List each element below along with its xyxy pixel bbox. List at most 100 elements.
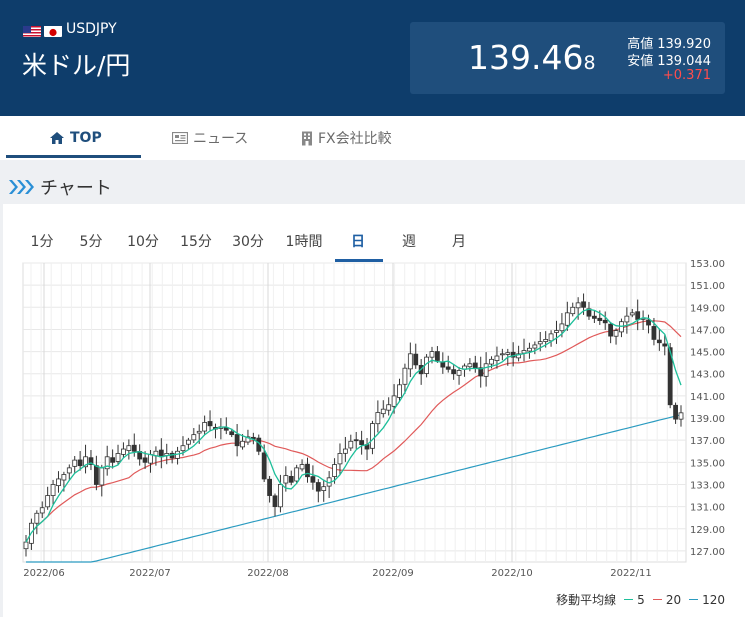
candle-body — [50, 484, 56, 496]
y-tick-label: 145.00 — [690, 348, 725, 359]
candle-body — [445, 366, 451, 370]
candle-body — [678, 412, 684, 420]
period-button-0[interactable]: 1分 — [30, 234, 54, 250]
nav-tabs: TOP ニュース FX会社比較 — [0, 116, 745, 160]
candle-body — [375, 412, 381, 425]
tab-fx-compare[interactable]: FX会社比較 — [301, 116, 392, 160]
period-button-4[interactable]: 30分 — [232, 234, 264, 250]
high-label: 高値 — [627, 37, 654, 52]
candle-body — [93, 465, 99, 485]
candle-body — [104, 456, 110, 470]
candle-body — [527, 347, 532, 352]
candle-body — [61, 474, 67, 481]
ma5-line — [25, 308, 682, 543]
tab-news-label: ニュース — [193, 131, 249, 147]
candle-body — [158, 449, 164, 458]
candle-body — [608, 323, 614, 337]
y-tick-label: 139.00 — [690, 414, 725, 425]
candle-body — [570, 306, 576, 315]
candle-body — [651, 326, 657, 340]
candle-body — [451, 369, 457, 375]
candle-body — [288, 475, 294, 483]
candle-body — [494, 355, 500, 361]
newspaper-icon — [172, 132, 188, 144]
candle-body — [499, 353, 505, 356]
candle-body — [115, 453, 121, 462]
candle-body — [467, 363, 473, 368]
candle-body — [516, 353, 522, 359]
y-tick-label: 133.00 — [690, 480, 725, 491]
candle-body — [510, 351, 516, 358]
candle-body — [23, 541, 29, 550]
candle-body — [646, 319, 651, 326]
y-tick-label: 127.00 — [690, 547, 725, 558]
x-tick-label: 2022/09 — [372, 568, 414, 579]
candle-body — [591, 315, 597, 319]
candle-body — [505, 352, 511, 355]
candle-body — [185, 439, 191, 445]
candle-body — [56, 478, 61, 487]
candle-body — [77, 459, 83, 467]
candle-body — [196, 430, 202, 434]
candle-body — [234, 434, 240, 447]
y-tick-label: 151.00 — [690, 281, 725, 292]
candle-body — [380, 408, 386, 415]
candle-body — [245, 436, 251, 443]
chevron-right-double-icon — [9, 180, 34, 194]
price-last-digit: 8 — [583, 52, 596, 74]
candle-body — [142, 457, 148, 463]
candle-body — [456, 370, 462, 376]
period-button-2[interactable]: 10分 — [127, 234, 159, 250]
y-tick-label: 131.00 — [690, 503, 725, 514]
candle-body — [537, 341, 543, 345]
currency-flags — [23, 24, 65, 37]
ma20-swatch — [652, 598, 662, 601]
section-title: チャート — [40, 178, 112, 199]
candle-body — [413, 353, 419, 366]
y-tick-label: 129.00 — [690, 525, 725, 536]
period-button-6[interactable]: 日 — [351, 234, 365, 250]
price-box: 139.468 高値 139.920 安値 139.044 +0.371 — [410, 22, 725, 94]
pair-code: USDJPY — [66, 21, 117, 37]
candle-body — [191, 434, 197, 441]
candle-body — [656, 339, 662, 344]
x-tick-label: 2022/11 — [610, 568, 652, 579]
period-button-3[interactable]: 15分 — [180, 234, 212, 250]
candle-body — [110, 457, 116, 463]
candle-body — [407, 353, 413, 370]
ma5-label: 5 — [637, 592, 645, 607]
y-tick-label: 153.00 — [690, 259, 725, 270]
pair-name: 米ドル/円 — [22, 51, 131, 80]
candle-body — [148, 454, 153, 464]
candle-body — [229, 431, 235, 436]
building-icon — [302, 131, 312, 145]
x-tick-label: 2022/08 — [247, 568, 289, 579]
candle-body — [602, 319, 608, 324]
candle-body — [554, 330, 559, 333]
low-label: 安値 — [627, 54, 654, 69]
tab-top[interactable]: TOP — [49, 116, 102, 160]
candle-body — [613, 330, 619, 337]
candle-body — [489, 358, 494, 365]
price-main: 139.46 — [468, 38, 584, 77]
candle-body — [72, 459, 78, 467]
home-icon — [50, 132, 64, 144]
high-price: 高値 139.920 — [627, 33, 711, 52]
tab-news[interactable]: ニュース — [172, 116, 248, 160]
period-button-8[interactable]: 月 — [452, 234, 466, 250]
period-button-1[interactable]: 5分 — [79, 234, 103, 250]
candle-body — [131, 444, 137, 452]
ma120-line — [26, 414, 682, 563]
candle-body — [294, 467, 300, 482]
candle-body — [45, 495, 51, 508]
candle-body — [548, 333, 554, 342]
candle-body — [564, 312, 570, 326]
period-button-7[interactable]: 週 — [402, 234, 416, 250]
quote-header: USDJPY 米ドル/円 139.468 高値 139.920 安値 139.044… — [0, 0, 745, 116]
ma120-label: 120 — [702, 592, 725, 607]
price-change: +0.371 — [662, 68, 711, 83]
period-button-5[interactable]: 1時間 — [285, 234, 323, 250]
candle-body — [315, 482, 321, 492]
candle-body — [180, 445, 186, 452]
